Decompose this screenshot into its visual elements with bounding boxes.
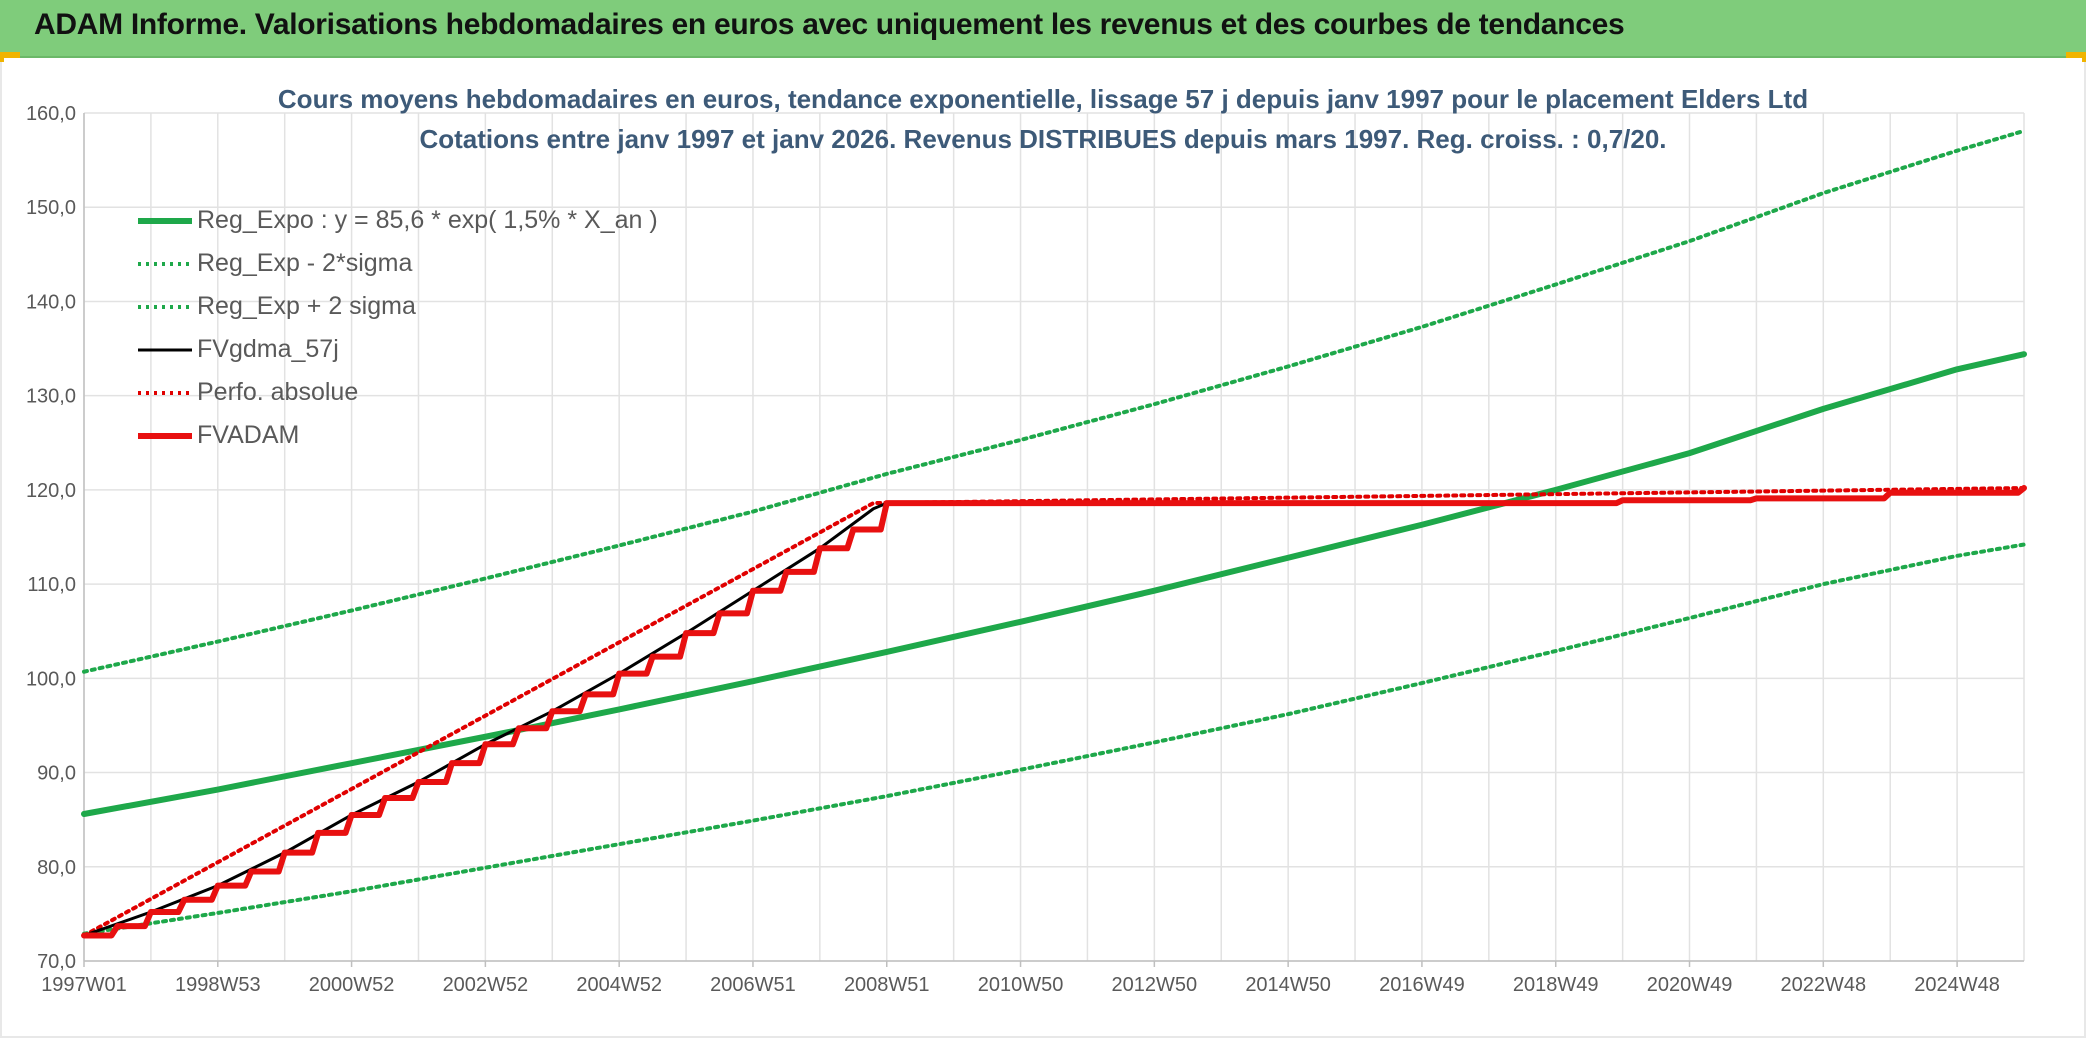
x-tick-label: 2002W52 [443, 974, 529, 996]
y-tick-label: 120,0 [26, 480, 76, 502]
legend-item: FVADAM [134, 414, 658, 457]
x-tick-label: 2016W49 [1379, 974, 1465, 996]
legend-label: FVgdma_57j [197, 335, 339, 363]
chart-subtitle: Cotations entre janv 1997 et janv 2026. … [419, 124, 1667, 154]
legend-item: Reg_Exp - 2*sigma [134, 242, 658, 285]
series-line-2 [82, 542, 2026, 936]
x-tick-label: 2006W51 [710, 974, 796, 996]
x-tick-label: 2014W50 [1245, 974, 1331, 996]
x-tick-label: 1998W53 [175, 974, 261, 996]
y-tick-label: 160,0 [26, 103, 76, 125]
page-title: ADAM Informe. Valorisations hebdomadaire… [34, 8, 1625, 41]
y-tick-label: 110,0 [27, 574, 76, 596]
y-tick-label: 130,0 [26, 386, 76, 408]
y-tick-label: 140,0 [26, 291, 76, 313]
x-tick-label: 2020W49 [1647, 974, 1733, 996]
x-tick-label: 2004W52 [576, 974, 662, 996]
chart-svg: 70,0 80,0 90,0 100,0 110,0 120,0 130,0 140,0 150… [26, 103, 2027, 996]
x-tick-label: 2012W50 [1112, 974, 1198, 996]
legend-swatch [138, 390, 192, 395]
x-tick-label: 2022W48 [1780, 974, 1866, 996]
x-tick-label: 2008W51 [844, 974, 930, 996]
legend-label: Perfo. absolue [197, 378, 359, 406]
x-tick-label: 2024W48 [1914, 974, 2000, 996]
legend-swatch [138, 304, 192, 309]
corner-marker-left [0, 52, 20, 62]
y-tick-label: 70,0 [37, 951, 76, 973]
chart-title: Cours moyens hebdomadaires en euros, ten… [277, 84, 1809, 114]
series-line-3 [82, 128, 2026, 674]
legend-item: FVgdma_57j [134, 328, 658, 371]
legend-label: Reg_Exp - 2*sigma [197, 249, 413, 277]
series-line-1 [81, 351, 2027, 818]
x-tick-label: 1997W01 [41, 974, 127, 996]
legend-swatch [138, 432, 192, 439]
x-tick-label: 2010W50 [978, 974, 1064, 996]
legend-item: Perfo. absolue [134, 371, 658, 414]
legend-swatch [138, 217, 192, 224]
legend-swatch [138, 348, 192, 351]
y-tick-label: 90,0 [37, 763, 76, 785]
y-tick-label: 100,0 [26, 668, 76, 690]
corner-marker-right [2066, 52, 2086, 62]
y-tick-label: 80,0 [37, 857, 76, 879]
legend-swatch [138, 261, 192, 266]
chart-area: 70,0 80,0 90,0 100,0 110,0 120,0 130,0 140,0 150… [4, 58, 2082, 1034]
header-bar: ADAM Informe. Valorisations hebdomadaire… [0, 0, 2086, 58]
y-tick-label: 150,0 [26, 197, 76, 219]
legend-label: Reg_Exp + 2 sigma [197, 292, 416, 320]
x-tick-label: 2000W52 [309, 974, 395, 996]
x-tick-label: 2018W49 [1513, 974, 1599, 996]
legend-label: Reg_Expo : y = 85,6 * exp( 1,5% * X_an ) [197, 206, 658, 234]
legend-item: Reg_Expo : y = 85,6 * exp( 1,5% * X_an ) [134, 199, 658, 242]
legend-item: Reg_Exp + 2 sigma [134, 285, 658, 328]
chart-legend: Reg_Expo : y = 85,6 * exp( 1,5% * X_an )… [134, 199, 658, 457]
series-line-5 [82, 486, 2026, 938]
legend-label: FVADAM [197, 421, 300, 449]
series-line-6 [81, 485, 2027, 939]
